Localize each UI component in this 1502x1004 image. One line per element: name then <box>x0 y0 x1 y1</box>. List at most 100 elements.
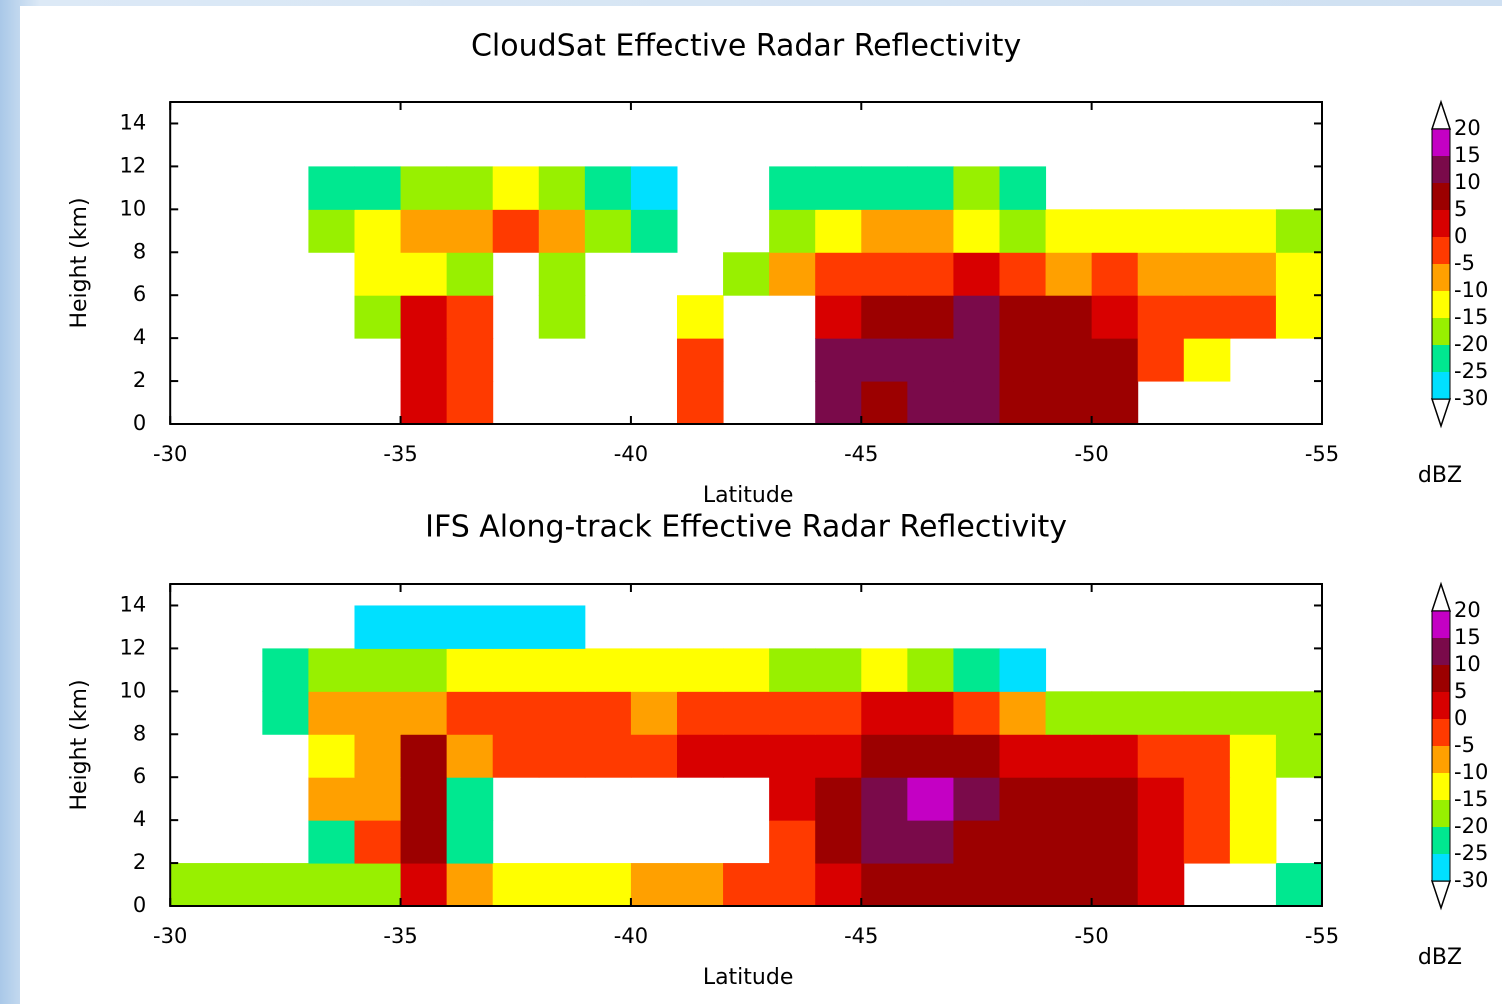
heat-cell <box>907 820 954 864</box>
y-tick-label: 10 <box>119 196 146 220</box>
heat-cell <box>999 820 1047 864</box>
heat-cell <box>1045 295 1093 339</box>
plot-frame <box>169 583 1324 907</box>
heat-cell <box>308 691 355 735</box>
heat-cell <box>907 252 954 296</box>
heat-cell <box>1091 295 1139 339</box>
heat-cell <box>400 734 448 778</box>
heat-cell <box>769 777 816 821</box>
heat-cell <box>861 648 908 692</box>
heat-cell <box>907 209 954 253</box>
heat-cell <box>1137 691 1185 735</box>
colorbar-box <box>1432 372 1450 399</box>
heat-cell <box>1091 691 1139 735</box>
heat-cell <box>1229 734 1277 778</box>
heat-cell <box>584 166 632 210</box>
heat-cell <box>1183 338 1231 382</box>
heat-cell <box>400 863 448 907</box>
heat-cell <box>538 166 586 210</box>
y-tick-label: 14 <box>119 592 146 616</box>
heat-cell <box>584 863 632 907</box>
heat-cell <box>538 295 586 339</box>
heat-cell <box>999 252 1047 296</box>
heat-cell <box>1091 777 1139 821</box>
heat-cell <box>354 295 402 339</box>
colorbar-label: -25 <box>1454 359 1488 383</box>
x-tick-label: -40 <box>614 442 648 466</box>
heat-cell <box>630 648 678 692</box>
y-tick-label: 12 <box>119 635 146 659</box>
heat-cell <box>538 863 586 907</box>
colorbar-label: 20 <box>1454 116 1481 140</box>
heat-cell <box>400 381 448 425</box>
heat-cell <box>170 863 217 907</box>
colorbar-box <box>1432 800 1450 827</box>
heat-cell <box>953 209 1000 253</box>
y-tick-label: 6 <box>133 282 146 306</box>
x-tick-label: -40 <box>614 924 648 948</box>
heat-cell <box>446 605 494 649</box>
heat-cell <box>953 734 1000 778</box>
heat-cell <box>1275 734 1323 778</box>
heat-cell <box>815 777 862 821</box>
heat-cell <box>815 734 862 778</box>
heat-cell <box>400 605 448 649</box>
heat-cell <box>999 648 1047 692</box>
heat-cell <box>630 734 678 778</box>
heat-cell <box>584 209 632 253</box>
heat-cell <box>1091 381 1139 425</box>
heat-cell <box>907 734 954 778</box>
heat-cell <box>354 648 402 692</box>
heat-cell <box>815 166 862 210</box>
heat-cell <box>1275 691 1323 735</box>
x-tick-label: -35 <box>383 924 417 948</box>
heat-cell <box>769 863 816 907</box>
heat-cell <box>630 691 678 735</box>
chart-title: CloudSat Effective Radar Reflectivity <box>471 29 1021 64</box>
heat-cell <box>538 691 586 735</box>
heat-cell <box>308 820 355 864</box>
y-tick-label: 4 <box>133 807 146 831</box>
colorbar-box <box>1432 291 1450 318</box>
x-tick-label: -50 <box>1074 924 1108 948</box>
colorbar-label: -5 <box>1454 733 1475 757</box>
heat-cell <box>538 605 586 649</box>
colorbar-box <box>1432 746 1450 773</box>
heat-cell <box>354 209 402 253</box>
heat-cell <box>676 648 724 692</box>
heat-cell <box>907 863 954 907</box>
heat-cell <box>446 381 494 425</box>
heat-cell <box>953 295 1000 339</box>
x-tick-label: -55 <box>1305 442 1339 466</box>
heat-cell <box>492 648 540 692</box>
heat-cell <box>1045 777 1093 821</box>
heat-cell <box>308 648 355 692</box>
colorbar-box <box>1432 129 1450 156</box>
colorbar-label: 5 <box>1454 197 1467 221</box>
colorbar-label: -25 <box>1454 841 1488 865</box>
colorbar-label: 10 <box>1454 652 1481 676</box>
x-tick-label: -30 <box>153 924 187 948</box>
heat-cell <box>1183 820 1231 864</box>
colorbar-box <box>1432 611 1450 638</box>
colorbar-box <box>1432 638 1450 665</box>
y-tick-label: 8 <box>133 721 146 745</box>
heat-cell <box>354 734 402 778</box>
colorbar-frame <box>1431 128 1451 400</box>
heat-cell <box>216 863 263 907</box>
heat-cell <box>1137 209 1185 253</box>
heat-cell <box>676 734 724 778</box>
colorbar-box <box>1432 345 1450 372</box>
heat-cell <box>354 863 402 907</box>
heat-cell <box>1275 863 1323 907</box>
heat-cell <box>354 166 402 210</box>
colorbar-unit: dBZ <box>1418 463 1462 488</box>
heat-cell <box>723 691 770 735</box>
x-tick-label: -45 <box>844 924 878 948</box>
heat-cell <box>769 252 816 296</box>
colorbar-label: 10 <box>1454 170 1481 194</box>
colorbar-label: -15 <box>1454 787 1488 811</box>
heat-cell <box>400 166 448 210</box>
heat-cell <box>400 820 448 864</box>
heat-cell <box>861 295 908 339</box>
